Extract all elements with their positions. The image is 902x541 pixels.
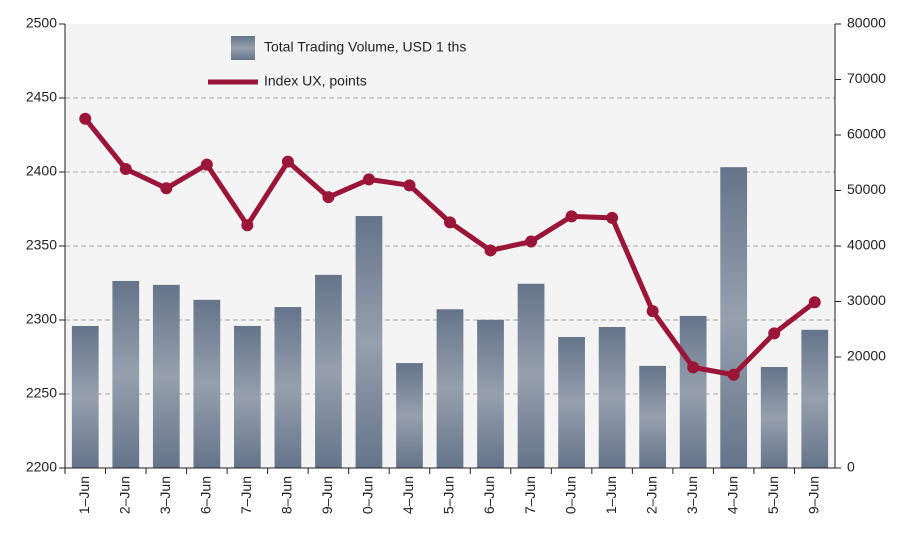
x-tick-label: 2–Jun	[643, 476, 659, 514]
x-tick-label: 5–Jun	[441, 476, 457, 514]
line-point	[808, 296, 821, 309]
line-point	[606, 211, 619, 224]
bar	[760, 366, 788, 468]
line-point	[768, 327, 781, 340]
line-point	[687, 361, 700, 374]
y2-tick-label: 60000	[847, 126, 886, 142]
x-tick-label: 3–Jun	[157, 476, 173, 514]
bar	[436, 309, 464, 468]
y2-tick-label: 80000	[847, 15, 886, 31]
x-tick-label: 6–Jun	[198, 476, 214, 514]
bar	[517, 283, 545, 468]
bar	[558, 337, 585, 468]
line-point	[484, 244, 497, 257]
y2-tick-label: 0	[847, 459, 855, 475]
x-tick-label: 9–Jun	[319, 476, 335, 514]
line-point	[362, 173, 375, 186]
bar	[679, 315, 707, 468]
x-tick-label: 2–Jun	[116, 476, 132, 514]
x-tick-label: 5–Jun	[765, 476, 781, 514]
legend-label: Total Trading Volume, USD 1 ths	[264, 39, 466, 55]
x-tick-label: 6–Jun	[481, 476, 497, 514]
y2-tick-label: 40000	[847, 237, 886, 253]
legend-swatch	[231, 36, 255, 60]
bar	[355, 216, 383, 468]
x-tick-label: 0–Jun	[360, 476, 376, 514]
line-point	[281, 155, 294, 168]
y-tick-label: 2250	[26, 385, 57, 401]
bar	[233, 325, 261, 468]
line-point	[119, 163, 132, 176]
y-tick-label: 2350	[26, 237, 57, 253]
line-point	[200, 158, 213, 171]
x-tick-label: 1–Jun	[603, 476, 619, 514]
bar	[112, 280, 140, 468]
x-tick-label: 4–Jun	[724, 476, 740, 514]
bar	[720, 167, 748, 468]
x-tick-label: 1–Jun	[76, 476, 92, 514]
bar	[639, 365, 667, 468]
legend-label: Index UX, points	[264, 73, 367, 89]
y2-tick-label: 70000	[847, 70, 886, 86]
x-tick-label: 8–Jun	[279, 476, 295, 514]
line-point	[403, 179, 416, 192]
line-point	[525, 235, 538, 248]
bar	[274, 307, 302, 468]
x-tick-label: 7–Jun	[522, 476, 538, 514]
bar	[477, 319, 504, 468]
line-point	[160, 182, 173, 195]
x-tick-label: 0–Jun	[562, 476, 578, 514]
line-point	[444, 216, 456, 229]
x-tick-label: 7–Jun	[238, 476, 254, 514]
line-point	[322, 191, 335, 204]
y-tick-label: 2500	[26, 15, 57, 31]
y-tick-label: 2300	[26, 311, 57, 327]
line-point	[565, 210, 578, 223]
bar	[396, 363, 423, 468]
y-tick-label: 2200	[26, 459, 57, 475]
y2-tick-label: 30000	[847, 292, 886, 308]
bar	[71, 325, 99, 468]
line-point	[241, 219, 254, 232]
y-tick-label: 2450	[26, 89, 57, 105]
x-tick-label: 4–Jun	[400, 476, 416, 514]
x-tick-label: 3–Jun	[684, 476, 700, 514]
bar	[801, 329, 829, 468]
x-tick-label: 9–Jun	[805, 476, 821, 514]
line-point	[727, 368, 740, 381]
y2-tick-label: 20000	[847, 348, 886, 364]
y2-tick-label: 50000	[847, 181, 886, 197]
y-tick-label: 2400	[26, 163, 57, 179]
line-point	[646, 305, 659, 318]
bar	[152, 284, 180, 468]
bar	[598, 327, 626, 468]
bar	[193, 299, 221, 468]
bar	[315, 274, 342, 468]
line-point	[79, 112, 92, 125]
